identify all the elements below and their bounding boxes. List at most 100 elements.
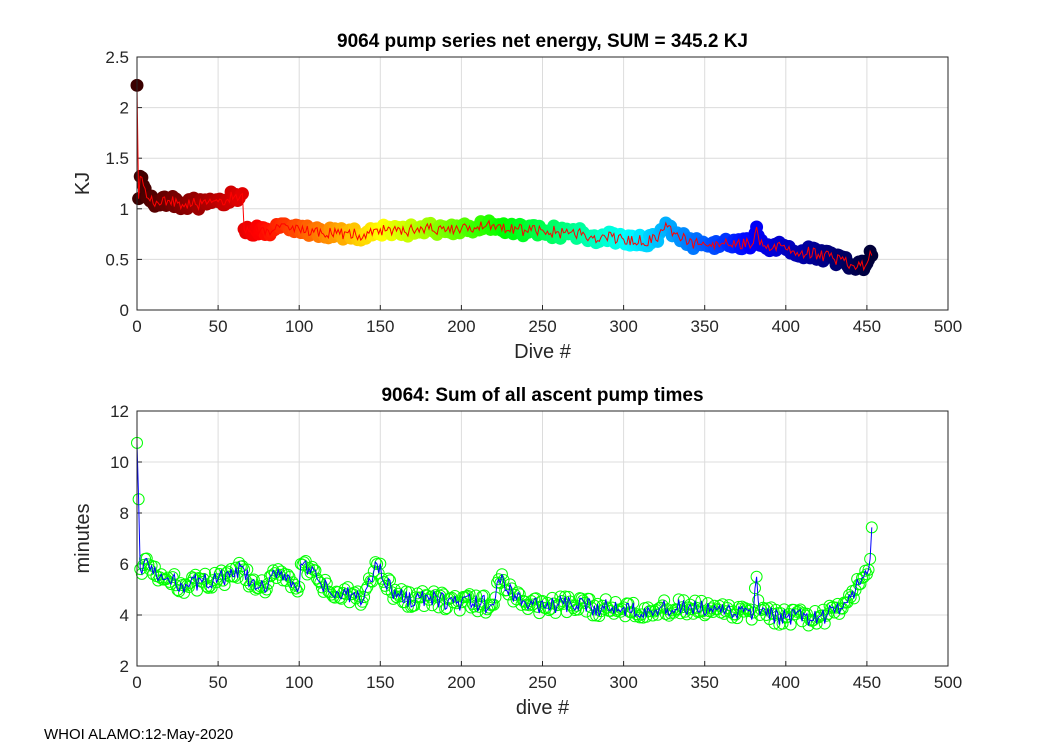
pump-time-point xyxy=(384,574,397,587)
pump-time-point xyxy=(166,571,179,584)
pump-time-series-line xyxy=(136,442,873,626)
x-tick-label: 450 xyxy=(853,673,881,692)
pump-time-point xyxy=(207,574,220,587)
pump-time-point xyxy=(343,596,356,609)
pump-time-point xyxy=(241,563,254,576)
x-tick-label: 100 xyxy=(285,673,313,692)
x-tick-label: 400 xyxy=(772,317,800,336)
x-tick-label: 200 xyxy=(447,317,475,336)
x-tick-label: 400 xyxy=(772,673,800,692)
pump-time-point xyxy=(672,593,685,606)
pump-time-point xyxy=(577,594,590,607)
pump-time-point xyxy=(401,600,414,613)
x-tick-label: 0 xyxy=(132,317,141,336)
pump-time-point xyxy=(784,618,797,631)
chart-title: 9064 pump series net energy, SUM = 345.2… xyxy=(337,31,748,52)
y-tick-label: 8 xyxy=(120,504,129,523)
pump-time-point xyxy=(836,602,849,615)
pump-time-point xyxy=(478,589,491,602)
pump-time-point xyxy=(487,598,500,611)
x-tick-label: 250 xyxy=(528,317,556,336)
y-tick-label: 1.5 xyxy=(105,149,129,168)
y-axis-label: minutes xyxy=(72,503,94,573)
x-tick-label: 250 xyxy=(528,673,556,692)
chart-title: 9064: Sum of all ascent pump times xyxy=(381,385,703,406)
pump-time-point xyxy=(552,598,565,611)
pump-time-point xyxy=(489,591,502,604)
pump-time-point xyxy=(453,604,466,617)
pump-time-point xyxy=(272,563,285,576)
pump-time-point xyxy=(495,568,508,581)
x-tick-label: 300 xyxy=(609,673,637,692)
pump-time-point xyxy=(437,588,450,601)
pump-time-point xyxy=(659,607,672,620)
pump-times-chart: 0 50 100 150 200 250 300 350 400 450 500 2 4 6 8 10 12 90… xyxy=(72,385,962,719)
x-tick-label: 0 xyxy=(132,673,141,692)
pump-time-point xyxy=(658,594,671,607)
pump-time-point xyxy=(633,611,646,624)
pump-time-point xyxy=(586,609,599,622)
pump-time-point xyxy=(572,603,585,616)
pump-time-point xyxy=(541,596,554,609)
pump-time-point xyxy=(661,603,674,616)
pump-time-point xyxy=(286,576,299,589)
pump-time-point xyxy=(296,558,309,571)
pump-time-point xyxy=(371,558,384,570)
pump-time-point xyxy=(432,601,445,614)
pump-time-point xyxy=(435,586,448,599)
pump-time-point xyxy=(627,596,640,609)
pump-time-point xyxy=(255,574,268,587)
y-tick-label: 0 xyxy=(120,301,129,320)
pump-time-point xyxy=(382,572,395,585)
x-tick-label: 300 xyxy=(609,317,637,336)
y-tick-label: 6 xyxy=(120,555,129,574)
pump-time-point xyxy=(609,595,622,608)
footer-credit: WHOI ALAMO:12-May-2020 xyxy=(44,726,234,743)
pump-time-point xyxy=(687,607,700,620)
pump-time-point xyxy=(599,593,612,606)
pump-time-point xyxy=(186,571,199,584)
pump-time-point xyxy=(560,606,573,619)
x-axis-label: Dive # xyxy=(514,341,572,363)
y-axis-label: KJ xyxy=(72,172,94,195)
pump-time-point xyxy=(260,583,273,596)
pump-time-point xyxy=(369,556,382,569)
pump-time-point xyxy=(740,603,753,616)
pump-time-point xyxy=(231,571,244,584)
x-tick-label: 150 xyxy=(366,673,394,692)
x-tick-label: 350 xyxy=(691,317,719,336)
x-tick-label: 350 xyxy=(691,673,719,692)
pump-time-point xyxy=(285,581,298,594)
y-tick-label: 2 xyxy=(120,657,129,676)
y-tick-label: 2.5 xyxy=(105,48,129,67)
energy-series-line xyxy=(136,85,873,272)
pump-time-point xyxy=(854,578,867,591)
x-tick-label: 500 xyxy=(934,673,962,692)
pump-time-point xyxy=(776,617,789,630)
x-tick-label: 200 xyxy=(447,673,475,692)
pump-time-point xyxy=(723,599,736,612)
pump-time-point xyxy=(778,603,791,616)
x-tick-label: 50 xyxy=(209,673,228,692)
y-tick-label: 10 xyxy=(110,453,129,472)
x-axis-label: dive # xyxy=(516,697,570,719)
energy-chart: 0 50 100 150 200 250 300 350 400 450 500 0 0.5 1 1.5 2 2… xyxy=(72,31,962,363)
pump-time-point xyxy=(203,580,216,593)
pump-time-point xyxy=(622,597,635,610)
x-tick-label: 450 xyxy=(853,317,881,336)
pump-time-point xyxy=(726,611,739,624)
pump-time-point xyxy=(450,597,463,610)
pump-time-point xyxy=(481,603,494,616)
pump-time-point xyxy=(354,598,367,611)
pump-time-point xyxy=(356,595,369,608)
pump-time-point xyxy=(147,568,160,581)
pump-time-point xyxy=(654,601,667,614)
x-tick-label: 100 xyxy=(285,317,313,336)
y-tick-label: 12 xyxy=(110,402,129,421)
y-tick-label: 1 xyxy=(120,200,129,219)
pump-time-point xyxy=(312,575,325,588)
pump-time-point xyxy=(688,594,701,607)
pump-time-point xyxy=(280,574,293,587)
pump-time-point xyxy=(575,592,588,605)
pump-time-point xyxy=(630,608,643,621)
